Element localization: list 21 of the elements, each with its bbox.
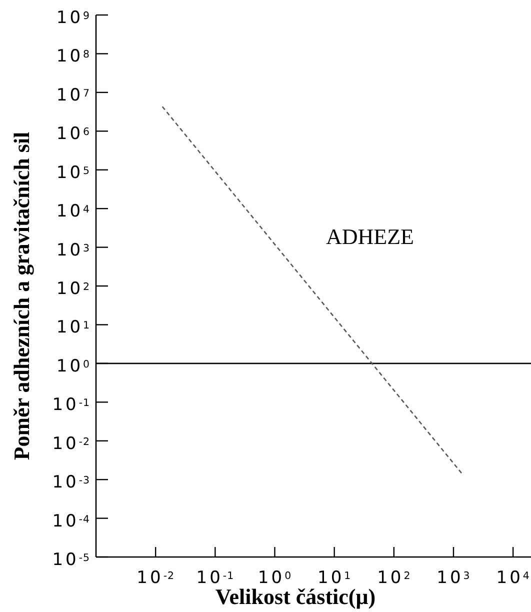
y-tick-label: 10$^{9}$ <box>56 8 90 28</box>
y-tick-label: 10$^{-4}$ <box>52 511 90 532</box>
y-axis-title: Poměr adhezních a gravitačních sil <box>8 132 34 460</box>
y-tick-label: 10$^{4}$ <box>56 202 90 222</box>
x-tick-label: 10$^{4}$ <box>496 568 530 588</box>
annotation: ADHEZE <box>326 224 414 249</box>
y-tick-label: 10$^{-1}$ <box>52 395 90 416</box>
x-tick-label: 10$^{3}$ <box>436 568 470 588</box>
y-tick-label: 10$^{8}$ <box>56 46 90 67</box>
y-tick-label: 10$^{3}$ <box>56 240 90 260</box>
y-tick-label: 10$^{1}$ <box>56 318 90 338</box>
y-tick-label: 10$^{2}$ <box>56 279 90 299</box>
x-tick-label: 10$^{-2}$ <box>136 568 174 588</box>
y-tick-label: 10$^{-3}$ <box>52 472 90 493</box>
x-tick-label: 10$^{2}$ <box>377 568 411 588</box>
y-tick-label: 10$^{7}$ <box>56 85 90 106</box>
y-tick-label: 10$^{-5}$ <box>52 550 90 570</box>
y-tick-label: 10$^{5}$ <box>56 162 90 183</box>
y-tick-label: 10$^{-2}$ <box>52 434 90 454</box>
y-tick-label: 10$^{6}$ <box>56 124 90 144</box>
y-tick-label: 10$^{0}$ <box>56 356 90 376</box>
